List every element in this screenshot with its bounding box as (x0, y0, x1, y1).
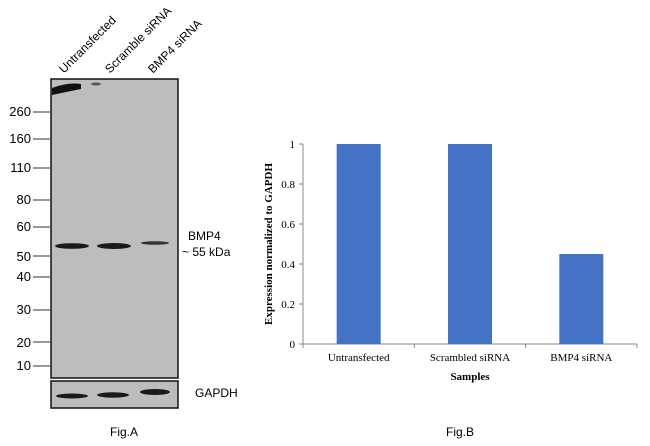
bar (336, 144, 381, 344)
x-tick-label: Untransfected (328, 352, 390, 364)
mw-marker: 60 (16, 219, 31, 234)
x-axis-title: Samples (450, 371, 490, 383)
bar (559, 254, 604, 344)
mw-marker: 40 (16, 269, 31, 284)
y-tick-label: 1 (290, 139, 296, 151)
mw-marker: 50 (16, 249, 31, 264)
mw-marker: 160 (9, 131, 31, 146)
mw-marker: 30 (16, 302, 31, 317)
y-tick-label: 0 (290, 339, 296, 351)
y-tick-label: 0.4 (281, 259, 295, 271)
y-axis-title: Expression normalized to GAPDH (263, 163, 275, 325)
mw-marker: 110 (10, 160, 31, 175)
bar (448, 144, 492, 344)
mw-marker: 260 (9, 104, 31, 119)
x-tick-label: BMP4 siRNA (550, 352, 612, 364)
x-tick-label: Scrambled siRNA (430, 352, 510, 364)
mw-marker: 80 (16, 192, 31, 207)
mw-marker: 20 (16, 335, 31, 350)
y-tick-label: 0.8 (281, 179, 295, 191)
y-tick-label: 0.2 (281, 299, 295, 311)
target-label: BMP4 (188, 229, 221, 243)
target-size: ~ 55 kDa (182, 245, 231, 259)
y-tick-label: 0.6 (281, 219, 295, 231)
figure-b-caption: Fig.B (446, 425, 475, 439)
figure-a-caption: Fig.A (110, 425, 139, 439)
mw-marker: 10 (16, 358, 31, 373)
loading-control-label: GAPDH (195, 386, 238, 400)
